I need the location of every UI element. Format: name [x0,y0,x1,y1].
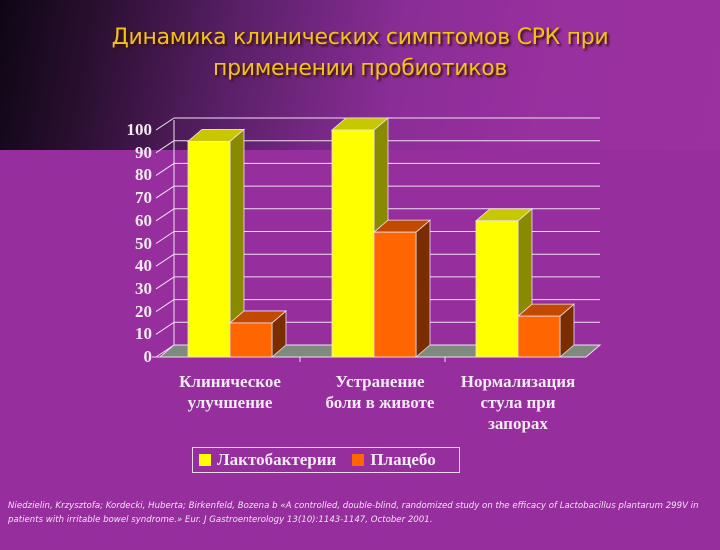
legend-swatch-lactobacteria [199,454,211,466]
bar [187,140,231,358]
bar [517,315,561,358]
y-tick-label: 100 [126,120,153,139]
y-tick-label: 0 [143,347,153,366]
y-tick-label: 80 [135,165,152,185]
bar [331,129,375,358]
y-tick-label: 70 [135,188,152,208]
category-label-1: Клиническое улучшение [179,372,281,412]
category-label-2: Устранение боли в животе [325,372,435,412]
y-tick-label: 10 [135,324,152,344]
legend-label-placebo: Плацебо [370,450,436,469]
title-line-1: Динамика клинических симптомов СРК при [111,25,609,50]
category-label-3: Нормализация стула при запорах [460,372,576,433]
title-line-2: применении пробиотиков [212,56,508,81]
y-tick-label: 40 [135,256,152,276]
bar-side [415,219,431,358]
bar [373,231,417,358]
citation: Niedzielin, Krzysztofa; Kordecki, Hubert… [8,501,699,525]
slide-title: Динамика клинических симптомов СРК при п… [60,22,660,84]
y-tick-label: 50 [135,233,152,253]
y-tick-label: 90 [135,142,152,162]
y-tick-label: 20 [135,301,152,321]
y-tick-label: 60 [135,210,152,230]
legend-swatch-placebo [352,454,365,466]
legend-label-lactobacteria: Лактобактерии [217,450,337,469]
bar [229,322,273,358]
chart-legend: Лактобактерии Плацебо [192,447,460,473]
bar [475,220,519,358]
y-tick-label: 30 [135,278,152,298]
